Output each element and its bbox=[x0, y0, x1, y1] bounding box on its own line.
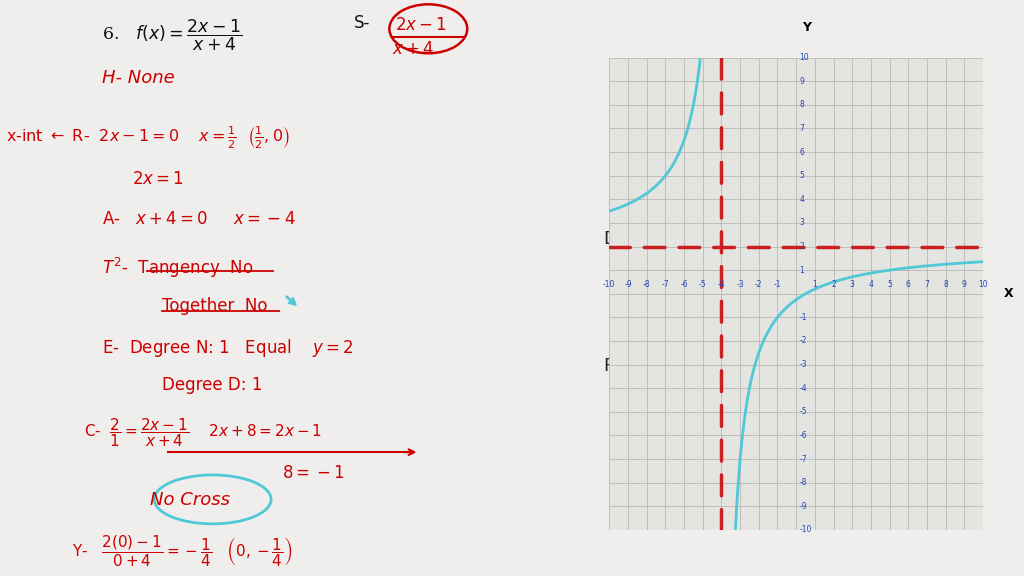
Text: -5: -5 bbox=[699, 279, 707, 289]
Text: -8: -8 bbox=[800, 478, 807, 487]
Text: -8: -8 bbox=[643, 279, 650, 289]
Text: Y: Y bbox=[802, 21, 811, 34]
Text: 6.   $f(x) = \dfrac{2x-1}{x+4}$: 6. $f(x) = \dfrac{2x-1}{x+4}$ bbox=[101, 17, 242, 53]
Text: 2: 2 bbox=[831, 279, 836, 289]
Text: X: X bbox=[1004, 287, 1013, 300]
Text: 3: 3 bbox=[800, 218, 805, 228]
Text: -7: -7 bbox=[662, 279, 669, 289]
Text: -9: -9 bbox=[625, 279, 632, 289]
Text: -2: -2 bbox=[755, 279, 763, 289]
Text: 8: 8 bbox=[943, 279, 948, 289]
Text: -1: -1 bbox=[774, 279, 781, 289]
Text: $8=-1$: $8=-1$ bbox=[282, 464, 344, 482]
Text: Domain:: Domain: bbox=[603, 230, 679, 248]
Text: 8: 8 bbox=[800, 100, 804, 109]
Text: 10: 10 bbox=[978, 279, 988, 289]
Text: -7: -7 bbox=[800, 454, 807, 464]
Text: 7: 7 bbox=[800, 124, 805, 133]
Text: -1: -1 bbox=[800, 313, 807, 322]
Text: -6: -6 bbox=[800, 431, 807, 440]
Text: -6: -6 bbox=[680, 279, 688, 289]
Text: 5: 5 bbox=[800, 171, 805, 180]
Text: 9: 9 bbox=[962, 279, 967, 289]
Text: 2: 2 bbox=[800, 242, 804, 251]
Text: -2: -2 bbox=[800, 336, 807, 346]
Text: $(-\infty,-4)\cup(-4,\infty)$: $(-\infty,-4)\cup(-4,\infty)$ bbox=[692, 288, 892, 311]
Text: 1: 1 bbox=[812, 279, 817, 289]
Text: 6: 6 bbox=[906, 279, 910, 289]
Text: -10: -10 bbox=[800, 525, 812, 535]
Text: -9: -9 bbox=[800, 502, 807, 511]
Text: S-: S- bbox=[353, 14, 370, 32]
Text: E-  Degree N: 1   Equal    $y=2$: E- Degree N: 1 Equal $y=2$ bbox=[101, 337, 353, 359]
Text: -5: -5 bbox=[800, 407, 807, 416]
Text: Together  No: Together No bbox=[162, 297, 267, 314]
Text: -3: -3 bbox=[736, 279, 743, 289]
Text: 4: 4 bbox=[868, 279, 873, 289]
Text: C-  $\dfrac{2}{1} = \dfrac{2x-1}{x+4}$    $2x+8=2x-1$: C- $\dfrac{2}{1} = \dfrac{2x-1}{x+4}$ $2… bbox=[84, 416, 323, 449]
Text: 5: 5 bbox=[887, 279, 892, 289]
Text: Degree D: 1: Degree D: 1 bbox=[162, 376, 262, 394]
Text: $T^2$-  Tangency  No: $T^2$- Tangency No bbox=[101, 256, 253, 281]
Text: $x+4$: $x+4$ bbox=[392, 40, 434, 58]
Text: H- None: H- None bbox=[101, 69, 174, 87]
Text: $2x=1$: $2x=1$ bbox=[132, 170, 183, 188]
Text: 3: 3 bbox=[850, 279, 855, 289]
Text: A-   $x+4=0$     $x=-4$: A- $x+4=0$ $x=-4$ bbox=[101, 210, 296, 228]
Text: Y-   $\dfrac{2(0)-1}{0+4} = -\dfrac{1}{4}$   $\left(0,-\dfrac{1}{4}\right)$: Y- $\dfrac{2(0)-1}{0+4} = -\dfrac{1}{4}$… bbox=[72, 533, 293, 569]
Text: -4: -4 bbox=[800, 384, 807, 393]
Text: 1: 1 bbox=[800, 266, 804, 275]
Text: 4: 4 bbox=[800, 195, 805, 204]
Text: $2x-1$: $2x-1$ bbox=[395, 16, 447, 34]
Text: 9: 9 bbox=[800, 77, 805, 86]
Text: No Cross: No Cross bbox=[150, 491, 229, 509]
Text: Range:: Range: bbox=[603, 357, 667, 375]
Text: -3: -3 bbox=[800, 360, 807, 369]
Text: 6: 6 bbox=[800, 147, 805, 157]
Text: -10: -10 bbox=[603, 279, 615, 289]
Text: 7: 7 bbox=[925, 279, 930, 289]
Text: -4: -4 bbox=[718, 279, 725, 289]
Text: 10: 10 bbox=[800, 53, 809, 62]
Text: x-int $\leftarrow$ R-  $2x-1=0$    $x=\frac{1}{2}$  $\left(\frac{1}{2},0\right)$: x-int $\leftarrow$ R- $2x-1=0$ $x=\frac{… bbox=[6, 124, 290, 150]
